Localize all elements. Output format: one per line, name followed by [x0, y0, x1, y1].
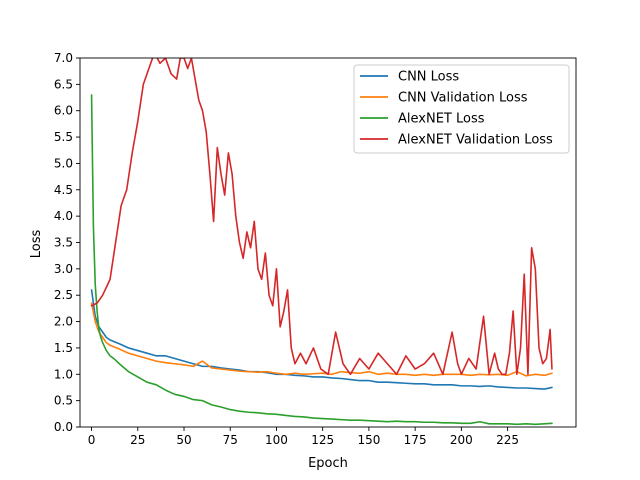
series-line-3 — [90, 94, 553, 426]
x-tick-label: 150 — [357, 433, 380, 447]
y-tick-label: 3.5 — [54, 236, 73, 250]
x-tick-label: 200 — [450, 433, 473, 447]
legend-label: AlexNET Validation Loss — [398, 133, 553, 148]
y-tick-label: 6.0 — [54, 104, 73, 118]
x-tick-label: 50 — [176, 433, 191, 447]
legend: CNN Loss CNN Validation Loss AlexNET Loss A… — [353, 64, 570, 154]
y-tick-label: 4.0 — [54, 209, 73, 223]
y-tick-label: 2.5 — [54, 288, 73, 302]
x-axis-label: Epoch — [308, 456, 348, 471]
y-axis-label: Loss — [29, 230, 44, 259]
y-tick-label: 7.0 — [54, 51, 73, 65]
legend-label: CNN Validation Loss — [398, 91, 528, 106]
x-tick-label: 225 — [496, 433, 519, 447]
x-tick-label: 75 — [223, 433, 238, 447]
series-line-4 — [90, 58, 553, 376]
x-tick-label: 125 — [311, 433, 334, 447]
x-tick-label: 175 — [404, 433, 427, 447]
y-tick-label: 0.0 — [54, 420, 73, 434]
x-tick-label: 25 — [130, 433, 145, 447]
axes-layer: 0 25 50 75 100 125 150 175 200 225 0.0 0.5 1.0 1.5 2.0… — [54, 51, 577, 447]
y-tick-label: 5.5 — [54, 130, 73, 144]
y-tick-label: 2.0 — [54, 315, 73, 329]
series-layer — [90, 58, 553, 426]
legend-label: AlexNET Loss — [398, 112, 485, 127]
series-line-1 — [90, 289, 553, 390]
series-line-2 — [90, 302, 553, 377]
legend-box — [353, 64, 570, 154]
y-tick-label: 1.0 — [54, 367, 73, 381]
y-tick-label: 4.5 — [54, 183, 73, 197]
x-tick-label: 100 — [265, 433, 288, 447]
y-tick-label: 6.5 — [54, 77, 73, 91]
y-tick-label: 5.0 — [54, 156, 73, 170]
x-tick-label: 0 — [88, 433, 96, 447]
y-tick-label: 3.0 — [54, 262, 73, 276]
legend-label: CNN Loss — [398, 70, 459, 85]
y-tick-label: 0.5 — [54, 394, 73, 408]
y-tick-label: 1.5 — [54, 341, 73, 355]
